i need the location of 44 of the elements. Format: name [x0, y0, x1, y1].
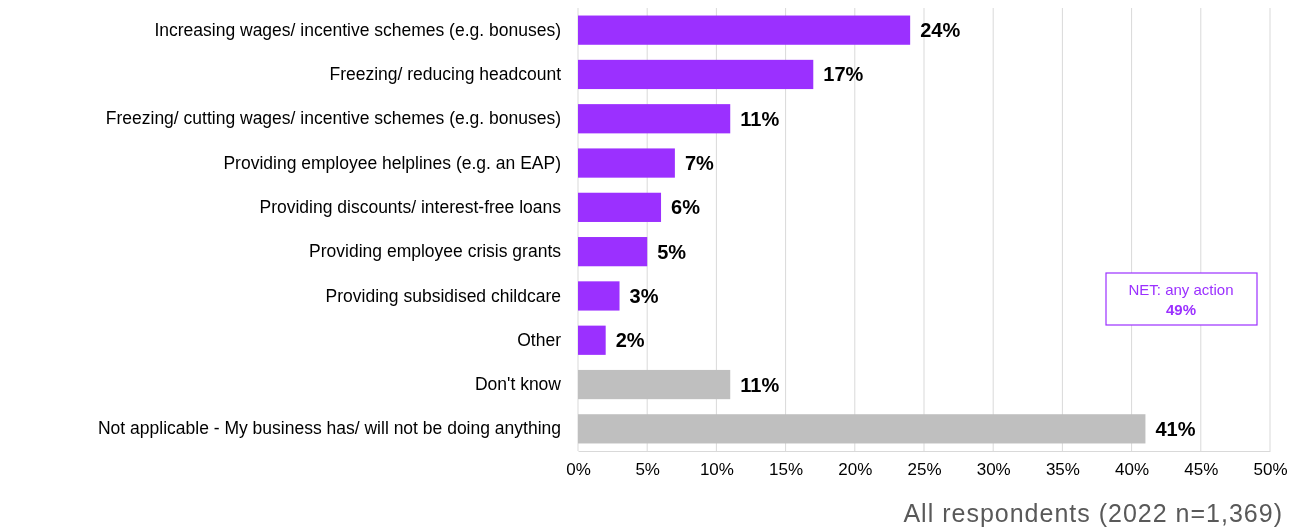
bar: [578, 414, 1146, 444]
x-tick-label: 0%: [566, 460, 591, 480]
data-label: 24%: [920, 19, 961, 42]
y-tick-label: Increasing wages/ incentive schemes (e.g. bonuses): [154, 19, 561, 40]
annotation: NET: any action: [1128, 281, 1234, 298]
x-tick-label: 25%: [907, 460, 942, 480]
x-tick-label: 35%: [1045, 460, 1080, 480]
data-label: 2%: [615, 329, 645, 352]
bar: [578, 59, 814, 90]
y-tick-label: Freezing/ reducing headcount: [329, 64, 562, 85]
bar: [578, 369, 731, 400]
x-tick-label: 30%: [976, 460, 1011, 480]
data-label: 5%: [657, 240, 687, 263]
y-tick-label: Providing employee crisis grants: [309, 241, 562, 262]
bar: [578, 192, 662, 222]
data-label: 3%: [629, 284, 659, 307]
bar: [578, 15, 911, 45]
x-tick-label: 45%: [1184, 460, 1219, 480]
x-tick-label: 50%: [1253, 460, 1288, 480]
y-tick-label: Freezing/ cutting wages/ incentive schemes (e.g. bonuses): [105, 108, 561, 129]
x-tick-label: 5%: [635, 460, 660, 480]
text: All respondents (2022 n=1,369): [903, 499, 1283, 527]
y-tick-label: Providing discounts/ interest-free loans: [259, 196, 562, 217]
x-tick-label: 15%: [769, 460, 804, 480]
bar: [578, 237, 648, 267]
y-tick-label: Providing employee helplines (e.g. an EAP): [223, 152, 561, 173]
bar: [578, 281, 620, 311]
y-tick-label: Other: [517, 329, 562, 350]
data-label: 41%: [1155, 417, 1196, 440]
bar: [578, 104, 731, 134]
y-tick-label: Providing subsidised childcare: [325, 285, 561, 306]
x-tick-label: 40%: [1115, 460, 1150, 480]
y-tick-label: Don't know: [474, 374, 562, 395]
y-tick-label: Not applicable - My business has/ will not be doing anything: [97, 418, 561, 439]
data-label: 17%: [823, 63, 864, 86]
data-label: 6%: [671, 196, 701, 219]
bar: [578, 148, 675, 178]
data-label: 11%: [740, 107, 780, 130]
annotation: 49%: [1165, 301, 1197, 318]
data-label: 7%: [684, 152, 714, 175]
data-label: 11%: [740, 373, 780, 396]
x-tick-label: 20%: [838, 460, 873, 480]
bar: [578, 325, 606, 355]
x-tick-label: 10%: [699, 460, 734, 480]
